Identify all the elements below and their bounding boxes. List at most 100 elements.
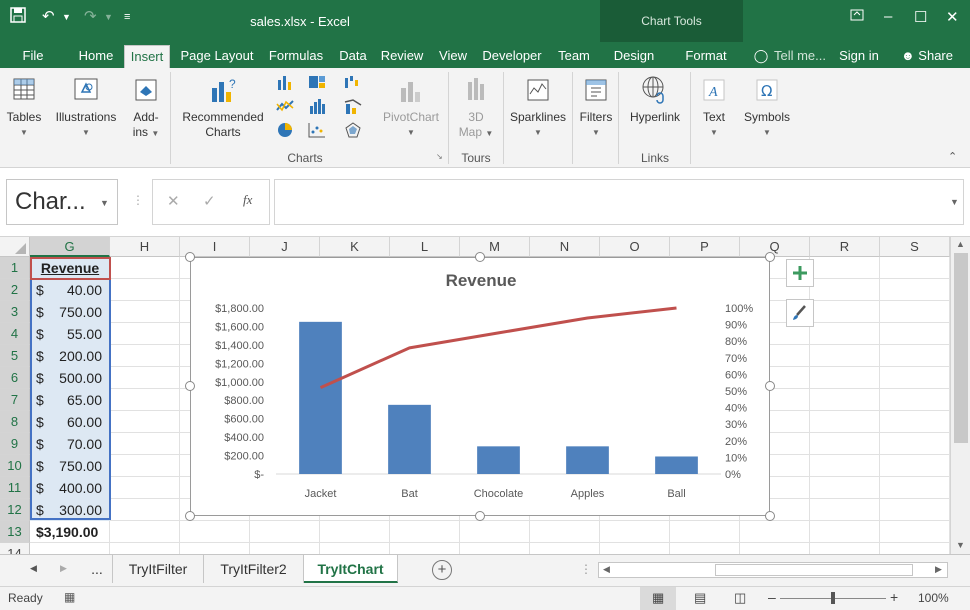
cell-revenue-value[interactable]: 200.00 xyxy=(59,348,102,364)
resize-handle[interactable] xyxy=(185,511,195,521)
hyperlink-button[interactable]: Hyperlink xyxy=(622,74,688,125)
resize-handle[interactable] xyxy=(475,252,485,262)
tab-developer[interactable]: Developer xyxy=(482,48,542,63)
pie-chart-icon[interactable] xyxy=(276,122,294,138)
collapse-ribbon-icon[interactable]: ⌃ xyxy=(948,151,958,163)
column-header[interactable]: M xyxy=(460,237,530,257)
resize-handle[interactable] xyxy=(185,381,195,391)
sparklines-button[interactable]: Sparklines ▼ xyxy=(506,74,570,140)
tab-format[interactable]: Format xyxy=(685,48,727,63)
close-icon[interactable]: ✕ xyxy=(946,9,959,26)
name-box[interactable]: Char... xyxy=(6,179,118,225)
sign-in-link[interactable]: Sign in xyxy=(839,48,879,63)
column-header[interactable]: H xyxy=(110,237,180,257)
recommended-charts-button[interactable]: ? Recommended Charts xyxy=(176,74,270,140)
pivotchart-button[interactable]: PivotChart ▼ xyxy=(378,74,444,140)
row-header[interactable]: 10 xyxy=(0,455,30,477)
cancel-icon[interactable]: ✕ xyxy=(167,193,180,210)
cell-revenue-header[interactable]: Revenue xyxy=(40,260,100,276)
resize-handle[interactable] xyxy=(765,252,775,262)
statistic-chart-icon[interactable] xyxy=(308,98,326,114)
row-header[interactable]: 5 xyxy=(0,345,30,367)
tab-data[interactable]: Data xyxy=(339,48,367,63)
sheet-tab-tryitfilter2[interactable]: TryItFilter2 xyxy=(204,555,304,583)
redo-dropdown-icon[interactable]: ▼ xyxy=(104,12,113,22)
save-icon[interactable] xyxy=(10,7,26,27)
zoom-out-icon[interactable]: – xyxy=(768,589,776,605)
tab-view[interactable]: View xyxy=(439,48,467,63)
zoom-in-icon[interactable]: + xyxy=(890,589,899,605)
column-header[interactable]: S xyxy=(880,237,950,257)
share-button[interactable]: ☻ Share xyxy=(892,45,962,68)
cell-revenue-value[interactable]: 70.00 xyxy=(66,436,102,452)
waterfall-chart-icon[interactable] xyxy=(344,74,362,90)
row-header[interactable]: 2 xyxy=(0,279,30,301)
cell-revenue-value[interactable]: 750.00 xyxy=(59,458,102,474)
select-all-corner[interactable] xyxy=(0,237,30,257)
customize-qat-icon[interactable]: ≡ xyxy=(124,11,131,23)
cell-revenue-value[interactable]: 40.00 xyxy=(66,282,102,298)
maximize-icon[interactable]: ☐ xyxy=(914,9,928,26)
row-header[interactable]: 8 xyxy=(0,411,30,433)
column-header[interactable]: J xyxy=(250,237,320,257)
column-header[interactable]: N xyxy=(530,237,600,257)
column-header[interactable]: I xyxy=(180,237,250,257)
tab-home[interactable]: Home xyxy=(78,48,114,63)
chart-elements-button[interactable] xyxy=(786,259,814,287)
column-header[interactable]: O xyxy=(600,237,670,257)
zoom-level[interactable]: 100% xyxy=(918,591,949,605)
radar-chart-icon[interactable] xyxy=(344,122,362,138)
scatter-chart-icon[interactable] xyxy=(308,122,326,138)
undo-icon[interactable]: ↶ xyxy=(42,8,55,25)
line-chart-icon[interactable] xyxy=(276,98,294,114)
column-header[interactable]: K xyxy=(320,237,390,257)
column-header[interactable]: G xyxy=(30,237,110,257)
normal-view-button[interactable]: ▦ xyxy=(640,587,676,610)
hierarchy-chart-icon[interactable] xyxy=(308,74,326,90)
combo-chart-icon[interactable] xyxy=(344,98,362,114)
macro-record-icon[interactable]: ▦ xyxy=(64,590,76,604)
chart-styles-button[interactable] xyxy=(786,299,814,327)
tab-page-layout[interactable]: Page Layout xyxy=(180,48,254,63)
scroll-down-icon[interactable]: ▼ xyxy=(956,540,965,550)
text-button[interactable]: A Text ▼ xyxy=(696,74,732,140)
resize-handle[interactable] xyxy=(475,511,485,521)
column-header[interactable]: P xyxy=(670,237,740,257)
cell-revenue-value[interactable]: 300.00 xyxy=(59,502,102,518)
formula-input[interactable] xyxy=(274,179,964,225)
page-layout-view-icon[interactable]: ▤ xyxy=(694,590,707,605)
scroll-sheets-left-icon[interactable]: ◀ xyxy=(30,563,37,573)
enter-check-icon[interactable]: ✓ xyxy=(203,193,216,210)
3d-map-button[interactable]: 3D Map ▼ xyxy=(452,74,500,141)
row-header[interactable]: 14 xyxy=(0,543,30,554)
row-header[interactable]: 1 xyxy=(0,257,30,279)
row-header[interactable]: 7 xyxy=(0,389,30,411)
scroll-up-icon[interactable]: ▲ xyxy=(956,239,965,249)
redo-icon[interactable]: ↷ xyxy=(84,8,97,25)
tables-button[interactable]: Tables ▼ xyxy=(4,74,44,140)
filters-button[interactable]: Filters ▼ xyxy=(576,74,616,140)
more-sheets-button[interactable]: ... xyxy=(91,561,103,577)
scroll-right-icon[interactable]: ▶ xyxy=(935,564,942,574)
vertical-scroll-thumb[interactable] xyxy=(954,253,968,443)
symbols-button[interactable]: Ω Symbols ▼ xyxy=(740,74,794,140)
sheet-tab-tryitchart[interactable]: TryItChart xyxy=(304,555,398,583)
ribbon-display-options-icon[interactable] xyxy=(850,8,864,25)
column-header[interactable]: L xyxy=(390,237,460,257)
scroll-sheets-right-icon[interactable]: ▶ xyxy=(60,563,67,573)
sheet-tab-tryitfilter[interactable]: TryItFilter xyxy=(112,555,204,583)
cell-revenue-value[interactable]: 400.00 xyxy=(59,480,102,496)
minimize-icon[interactable]: – xyxy=(884,8,893,25)
undo-dropdown-icon[interactable]: ▼ xyxy=(62,12,71,22)
row-header[interactable]: 3 xyxy=(0,301,30,323)
horizontal-scroll-thumb[interactable] xyxy=(715,564,913,576)
tell-me-box[interactable]: Tell me... xyxy=(773,48,826,63)
row-header[interactable]: 13 xyxy=(0,521,30,543)
tab-file[interactable]: File xyxy=(22,48,44,63)
cell-revenue-value[interactable]: 500.00 xyxy=(59,370,102,386)
column-header[interactable]: R xyxy=(810,237,880,257)
expand-formula-icon[interactable]: ▼ xyxy=(950,197,959,207)
embedded-chart[interactable]: Revenue $- $200.00 $400.00 $600.00 $800.00 $1,… xyxy=(190,257,770,516)
scroll-left-icon[interactable]: ◀ xyxy=(603,564,610,574)
page-break-view-icon[interactable]: ◫ xyxy=(734,590,747,605)
